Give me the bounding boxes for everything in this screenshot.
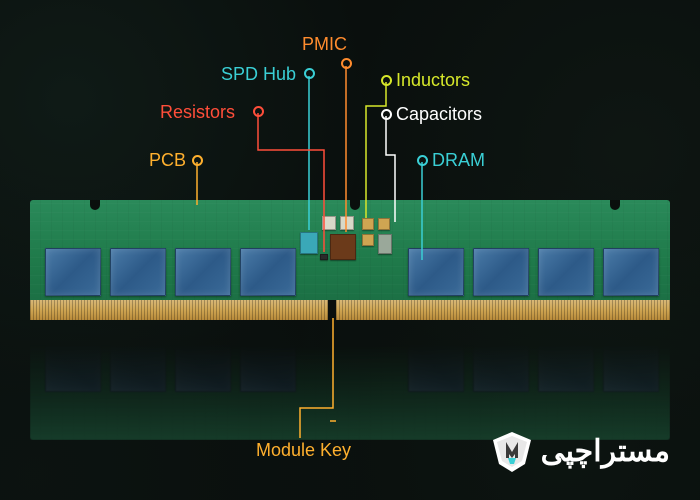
dram-chip (45, 344, 101, 392)
ring-dram (417, 155, 428, 166)
ring-inductors (381, 75, 392, 86)
label-pcb: PCB (149, 150, 186, 171)
label-capacitors: Capacitors (396, 104, 482, 125)
brand-icon (491, 430, 533, 472)
dram-chip (175, 344, 231, 392)
ring-spdhub (304, 68, 315, 79)
pcb-notch (90, 200, 100, 210)
label-pmic: PMIC (302, 34, 347, 55)
label-dram: DRAM (432, 150, 485, 171)
label-inductors: Inductors (396, 70, 470, 91)
pmic-component (330, 234, 356, 260)
module-key-notch (328, 300, 336, 320)
brand-text: مستراچپی (541, 434, 670, 469)
label-resistors: Resistors (160, 102, 235, 123)
dram-chip (473, 248, 529, 296)
cap2-component (340, 216, 354, 230)
ring-pmic (341, 58, 352, 69)
dram-chip (408, 344, 464, 392)
spdhub-component (300, 232, 318, 254)
gold-contacts (30, 300, 670, 320)
dram-chip (603, 344, 659, 392)
pcb-notch (350, 200, 360, 210)
dram-chip (175, 248, 231, 296)
dram-chip (473, 344, 529, 392)
capg-component (378, 234, 392, 254)
brand-badge: مستراچپی (491, 430, 670, 472)
label-spdhub: SPD Hub (221, 64, 296, 85)
center-components (300, 210, 400, 265)
diagram-stage: PMIC SPD Hub Inductors Resistors Capacitors P… (0, 0, 700, 500)
ind2-component (378, 218, 390, 230)
dram-chip (538, 344, 594, 392)
reflection (30, 320, 670, 440)
ring-capacitors (381, 109, 392, 120)
dram-chip (240, 248, 296, 296)
dram-chip (408, 248, 464, 296)
dram-chip (45, 248, 101, 296)
label-modulekey: Module Key (256, 440, 351, 461)
ind1-component (362, 218, 374, 230)
pcb-notch (610, 200, 620, 210)
ring-pcb (192, 155, 203, 166)
dram-chip (110, 248, 166, 296)
cap1-component (322, 216, 336, 230)
ring-resistors (253, 106, 264, 117)
res-component (320, 254, 328, 260)
dram-chip (538, 248, 594, 296)
dram-chip (603, 248, 659, 296)
ind3-component (362, 234, 374, 246)
dram-chip (240, 344, 296, 392)
dram-chip (110, 344, 166, 392)
ram-module (30, 200, 670, 320)
